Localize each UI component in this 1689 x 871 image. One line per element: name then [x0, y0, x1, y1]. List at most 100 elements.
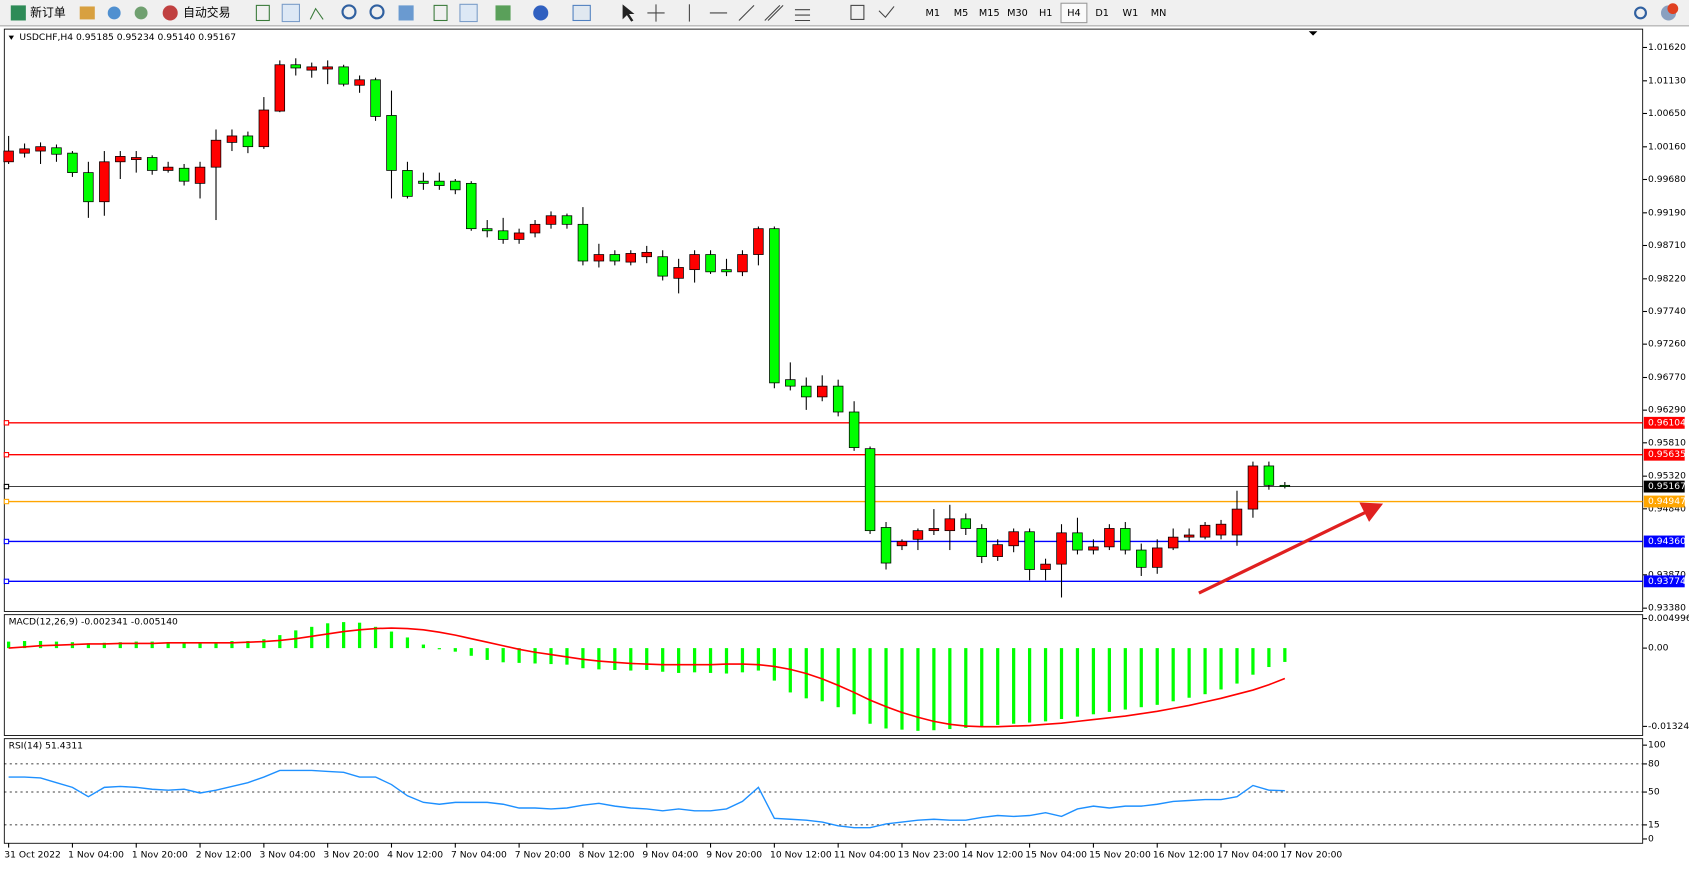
toolbar-icon[interactable] [572, 4, 591, 22]
new-order-label: 新订单 [30, 5, 66, 19]
candle-body [1008, 531, 1019, 547]
timeframe-button[interactable]: MN [1151, 8, 1167, 19]
macd-bar [581, 648, 585, 669]
macd-bar [677, 648, 681, 673]
toolbar-icon[interactable] [107, 6, 121, 20]
candle-body [51, 147, 62, 155]
candle-body [370, 79, 381, 117]
channel-tool[interactable] [764, 5, 784, 21]
toolbar-icon[interactable] [79, 6, 95, 20]
level-handle [3, 578, 10, 585]
y-tick-label: 0.99680 [1648, 174, 1686, 185]
toolbar-icon[interactable] [433, 4, 448, 22]
candle-body [689, 254, 700, 271]
candle-body [705, 254, 716, 273]
cursor-tool[interactable] [622, 4, 635, 22]
macd-bar [485, 648, 489, 660]
candle-body [1136, 549, 1147, 568]
toolbar-icon[interactable] [309, 7, 324, 20]
x-tick-label: 17 Nov 04:00 [1217, 850, 1279, 861]
timeframe-button[interactable]: M15 [979, 8, 1000, 19]
text-label-tool[interactable] [850, 4, 865, 20]
symbol-menu-marker [8, 35, 15, 40]
arrows-tool[interactable] [878, 6, 895, 19]
candle-body [418, 180, 429, 184]
x-tick-label: 7 Nov 20:00 [515, 850, 571, 861]
candle-body [1056, 532, 1067, 565]
level-price-box [1643, 495, 1685, 508]
timeframe-button[interactable]: H4 [1067, 8, 1080, 19]
timeframe-button[interactable]: W1 [1123, 8, 1139, 19]
crosshair-tool[interactable] [647, 4, 665, 22]
toolbar-icon[interactable] [495, 5, 511, 21]
candle-body [1088, 546, 1099, 551]
y-tick-label: 0.94840 [1648, 503, 1686, 514]
macd-bar [916, 648, 920, 731]
candle-body [976, 528, 987, 557]
timeframe-button[interactable]: D1 [1095, 8, 1109, 19]
candle-body [753, 228, 764, 255]
candle-body [769, 228, 780, 384]
macd-bar [1267, 648, 1271, 668]
macd-bar [310, 626, 314, 649]
toolbar-icon[interactable] [134, 6, 148, 20]
y-tick-label: 0.004996 [1648, 613, 1689, 624]
toolbar-icon[interactable] [398, 5, 414, 21]
candle-body [19, 148, 30, 154]
macd-bar [836, 648, 840, 708]
timeframe-active [1060, 2, 1088, 24]
level-handle [3, 483, 10, 490]
fibo-tool[interactable] [794, 9, 811, 22]
macd-bar [1203, 648, 1207, 695]
x-tick-label: 15 Nov 20:00 [1089, 850, 1151, 861]
candle-body [35, 146, 46, 152]
new-order-button[interactable]: 新订单 [10, 5, 66, 21]
candle-body [194, 166, 206, 184]
level-price-label: 0.95167 [1648, 481, 1686, 492]
macd-bar [1107, 648, 1111, 712]
macd-bar [629, 648, 633, 671]
candle-body [1199, 524, 1211, 538]
autotrade-icon [162, 5, 178, 21]
autotrade-label: 自动交易 [183, 5, 230, 19]
x-tick-label: 15 Nov 04:00 [1025, 850, 1087, 861]
autotrade-button[interactable]: 自动交易 [162, 5, 231, 21]
candle-body [832, 385, 844, 413]
timeframe-button[interactable]: H1 [1039, 8, 1052, 19]
arrow-head [1359, 502, 1384, 522]
timeframe-button[interactable]: M30 [1007, 8, 1028, 19]
level-price-box [1643, 535, 1685, 548]
macd-bar [1235, 648, 1239, 684]
x-tick-label: 1 Nov 20:00 [132, 850, 188, 861]
toolbar-icon[interactable] [533, 5, 549, 21]
candle-body [1040, 563, 1051, 570]
macd-bar [118, 642, 122, 649]
candle-body [83, 172, 94, 203]
candle-body [992, 544, 1003, 557]
candle-body [737, 254, 748, 273]
y-tick-label: -0.013248 [1648, 721, 1689, 732]
macd-bar [740, 648, 745, 673]
candle-body [131, 157, 142, 160]
y-tick-label: 0.99190 [1648, 207, 1686, 218]
macd-bar [708, 648, 713, 673]
macd-bar [230, 641, 234, 649]
trendline-tool[interactable] [738, 5, 755, 21]
candle-body [816, 385, 828, 398]
candle-body [178, 167, 190, 182]
search[interactable] [1634, 6, 1647, 20]
candle-body [322, 66, 333, 70]
candle-body [721, 269, 732, 273]
zoom-in[interactable] [341, 4, 357, 20]
timeframe-button[interactable]: M1 [926, 8, 941, 19]
timeframe-button[interactable]: M5 [954, 8, 969, 19]
candle-body [1072, 532, 1083, 551]
toolbar-icon[interactable] [459, 3, 478, 23]
toolbar-icon[interactable] [255, 4, 270, 22]
toolbar-icon[interactable] [281, 3, 300, 23]
macd-bar [613, 648, 617, 670]
y-tick-label: 0.96290 [1648, 405, 1686, 416]
y-tick-label: 0.93380 [1648, 603, 1686, 614]
zoom-out[interactable] [369, 4, 385, 20]
candle-body [99, 161, 110, 203]
